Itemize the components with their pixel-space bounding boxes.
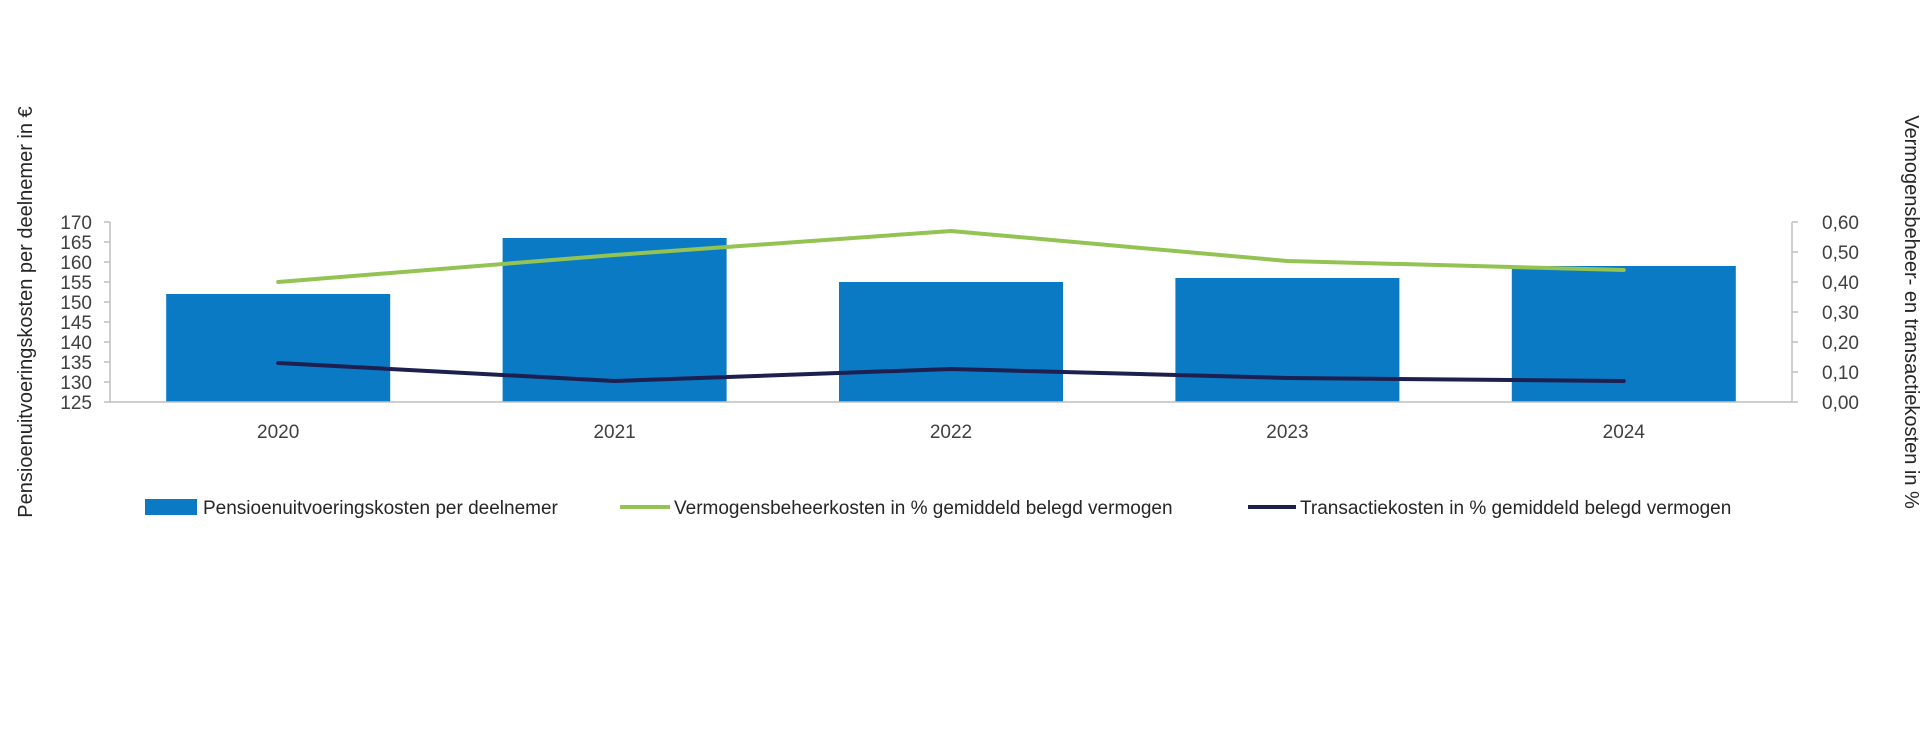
legend: Pensioenuitvoeringskosten per deelnemer …: [145, 498, 1731, 519]
right-tick-label: 0,00: [1822, 393, 1859, 414]
right-axis-title: Vermogensbeheer- en transactiekosten in …: [1900, 115, 1920, 509]
x-tick-label-2022: 2022: [930, 422, 972, 443]
left-tick-label: 150: [60, 293, 92, 314]
right-tick-label: 0,30: [1822, 303, 1859, 324]
left-tick-label: 125: [60, 393, 92, 414]
x-tick-labels: 2020 2021 2022 2023 2024: [257, 422, 1645, 443]
vermogensbeheerkosten-line: [276, 229, 1626, 284]
left-tick-label: 130: [60, 373, 92, 394]
bar-2021: [502, 238, 727, 402]
left-axis-title: Pensioenuitvoeringskosten per deelnemer …: [15, 106, 37, 517]
left-tick-label: 145: [60, 313, 92, 334]
x-tick-label-2021: 2021: [593, 422, 635, 443]
x-tick-label-2024: 2024: [1603, 422, 1646, 443]
x-tick-label-2023: 2023: [1266, 422, 1308, 443]
right-tick-label: 0,50: [1822, 243, 1859, 264]
legend-label-bar: Pensioenuitvoeringskosten per deelnemer: [203, 498, 559, 519]
legend-label-dark-line: Transactiekosten in % gemiddeld belegd v…: [1300, 498, 1731, 519]
line-series: [276, 229, 1626, 383]
transactiekosten-line: [276, 361, 1626, 383]
bar-series: [166, 238, 1736, 402]
left-tick-label: 155: [60, 273, 92, 294]
left-tick-label: 165: [60, 233, 92, 254]
bar-2023: [1175, 278, 1400, 402]
bar-2022: [839, 282, 1063, 402]
right-tick-labels: 0,00 0,10 0,20 0,30 0,40 0,50 0,60: [1792, 213, 1859, 414]
left-tick-label: 140: [60, 333, 92, 354]
right-tick-label: 0,20: [1822, 333, 1859, 354]
left-tick-label: 135: [60, 353, 92, 374]
bar-2020: [166, 294, 391, 402]
legend-swatch-bar: [145, 499, 197, 515]
legend-label-green-line: Vermogensbeheerkosten in % gemiddeld bel…: [674, 498, 1173, 519]
left-tick-label: 170: [60, 213, 92, 234]
right-tick-label: 0,10: [1822, 363, 1859, 384]
x-tick-label-2020: 2020: [257, 422, 299, 443]
right-tick-label: 0,60: [1822, 213, 1859, 234]
right-tick-label: 0,40: [1822, 273, 1859, 294]
left-tick-label: 160: [60, 253, 92, 274]
